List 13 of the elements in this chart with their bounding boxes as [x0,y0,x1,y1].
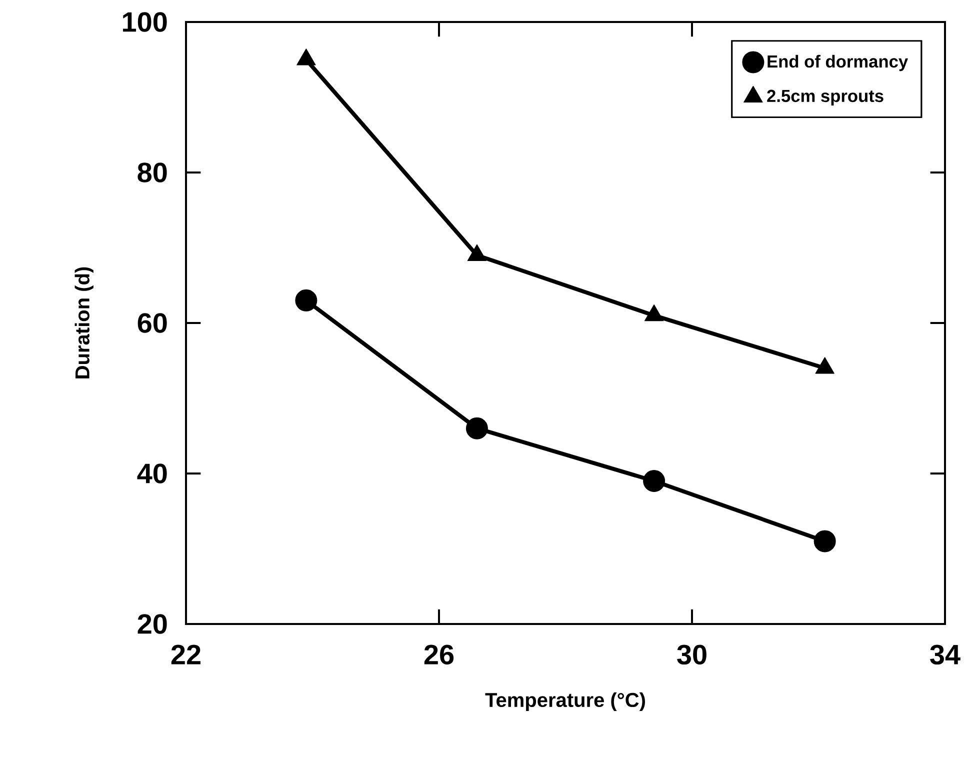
x-tick-label: 30 [677,644,706,665]
x-tick-label: 34 [930,644,960,665]
y-axis-title: Duration (d) [74,267,94,378]
x-tick-label: 26 [424,644,454,665]
y-tick-label: 60 [138,313,167,333]
legend-label: 2.5cm sprouts [767,90,884,106]
y-tick-label: 40 [137,464,167,484]
y-tick-label: 100 [123,12,167,32]
legend-label: End of dormancy [768,54,908,72]
y-tick-label: 20 [138,614,167,634]
x-tick-label: 22 [171,644,200,664]
y-tick-label: 80 [138,162,167,182]
x-axis-title: Temperature (°C) [485,692,645,712]
